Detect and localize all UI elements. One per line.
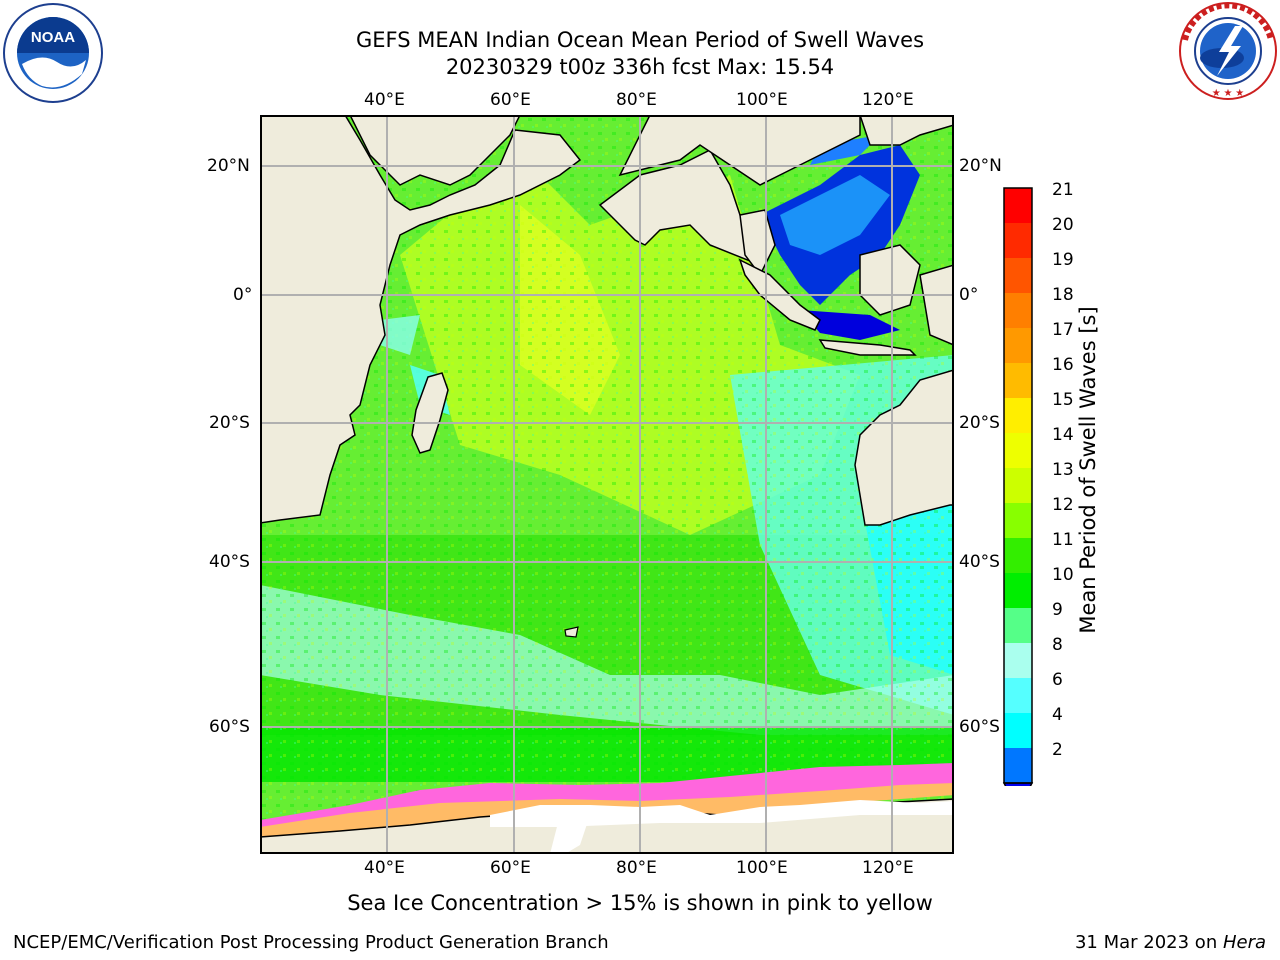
lon-label-bottom: 80°E xyxy=(616,858,657,878)
colorbar-tick-label: 17 xyxy=(1052,320,1074,340)
lon-label-top: 40°E xyxy=(364,90,405,110)
colorbar-tick-label: 16 xyxy=(1052,355,1074,375)
lat-label-right: 0° xyxy=(959,285,979,305)
asia-land xyxy=(618,115,861,186)
colorbar-bin xyxy=(1004,293,1032,328)
lon-label-top: 120°E xyxy=(862,90,914,110)
colorbar-bin xyxy=(1004,503,1032,538)
map-panel xyxy=(260,115,954,854)
lon-label-top: 80°E xyxy=(616,90,657,110)
colorbar xyxy=(1002,187,1034,786)
colorbar-tick-label: 21 xyxy=(1052,180,1074,200)
lon-label-bottom: 40°E xyxy=(364,858,405,878)
footer-date-text: 31 Mar 2023 on xyxy=(1074,932,1223,953)
lon-label-bottom: 120°E xyxy=(862,858,914,878)
lon-label-bottom: 100°E xyxy=(736,858,788,878)
lat-label-right: 40°S xyxy=(959,552,1000,572)
sea-ice-note: Sea Ice Concentration > 15% is shown in … xyxy=(347,891,933,915)
noaa-text: NOAA xyxy=(31,29,75,46)
colorbar-bin xyxy=(1004,433,1032,468)
colorbar-tick-label: 6 xyxy=(1052,670,1063,690)
lat-label-left: 20°N xyxy=(207,156,250,176)
colorbar-bin xyxy=(1004,328,1032,363)
colorbar-tick-label: 9 xyxy=(1052,600,1063,620)
colorbar-tick-label: 15 xyxy=(1052,390,1074,410)
colorbar-tick-label: 19 xyxy=(1052,250,1074,270)
lat-label-right: 20°N xyxy=(959,156,1002,176)
colorbar-tick-label: 14 xyxy=(1052,425,1074,445)
plot-subtitle: 20230329 t00z 336h fcst Max: 15.54 xyxy=(445,55,835,79)
lat-label-left: 0° xyxy=(233,285,253,305)
footer-machine: Hera xyxy=(1222,932,1266,953)
colorbar-bin xyxy=(1004,538,1032,573)
colorbar-label: Mean Period of Swell Waves [s] xyxy=(1076,306,1100,634)
colorbar-tick-label: 18 xyxy=(1052,285,1074,305)
colorbar-tick-label: 12 xyxy=(1052,495,1074,515)
madagascar-land xyxy=(411,372,449,454)
colorbar-tick-label: 2 xyxy=(1052,740,1063,760)
nws-logo: ★ ★ ★ xyxy=(1179,2,1277,100)
colorbar-tick-label: 20 xyxy=(1052,215,1074,235)
java-sea-blue xyxy=(800,310,900,340)
colorbar-bin xyxy=(1004,363,1032,398)
colorbar-tick-label: 4 xyxy=(1052,705,1063,725)
colorbar-tick-label: 8 xyxy=(1052,635,1063,655)
lon-label-top: 100°E xyxy=(736,90,788,110)
colorbar-bin xyxy=(1004,468,1032,503)
colorbar-bin xyxy=(1004,643,1032,678)
colorbar-bin xyxy=(1004,258,1032,293)
kerguelen-land xyxy=(564,626,579,638)
africa-land xyxy=(260,115,582,524)
lat-label-left: 60°S xyxy=(209,717,250,737)
plot-title: GEFS MEAN Indian Ocean Mean Period of Sw… xyxy=(355,28,925,52)
colorbar-bin xyxy=(1004,223,1032,258)
australia-land xyxy=(854,369,954,526)
graticule xyxy=(260,115,954,854)
lon-label-top: 60°E xyxy=(490,90,531,110)
colorbar-bin xyxy=(1004,678,1032,713)
colorbar-bin xyxy=(1004,713,1032,748)
footer-branch: NCEP/EMC/Verification Post Processing Pr… xyxy=(13,932,609,953)
colorbar-tick-label: 13 xyxy=(1052,460,1074,480)
colorbar-frame xyxy=(1003,187,1033,784)
lat-label-right: 20°S xyxy=(959,413,1000,433)
colorbar-bin xyxy=(1004,398,1032,433)
footer-date: 31 Mar 2023 on Hera xyxy=(1075,932,1266,953)
colorbar-tick-label: 11 xyxy=(1052,530,1074,550)
colorbar-bin xyxy=(1004,748,1032,783)
colorbar-tick-labels: 21 20 19 18 17 16 15 14 13 12 11 10 9 8 6 4 2 xyxy=(1052,180,1092,770)
colorbar-bin xyxy=(1004,188,1032,223)
colorbar-bin xyxy=(1004,608,1032,643)
lat-label-left: 40°S xyxy=(209,552,250,572)
colorbar-tick-label: 10 xyxy=(1052,565,1074,585)
lon-label-bottom: 60°E xyxy=(490,858,531,878)
lat-label-right: 60°S xyxy=(959,717,1000,737)
lat-label-left: 20°S xyxy=(209,413,250,433)
colorbar-bin xyxy=(1004,573,1032,608)
svg-text:★ ★ ★: ★ ★ ★ xyxy=(1212,88,1244,99)
noaa-logo: NOAA xyxy=(3,3,103,103)
